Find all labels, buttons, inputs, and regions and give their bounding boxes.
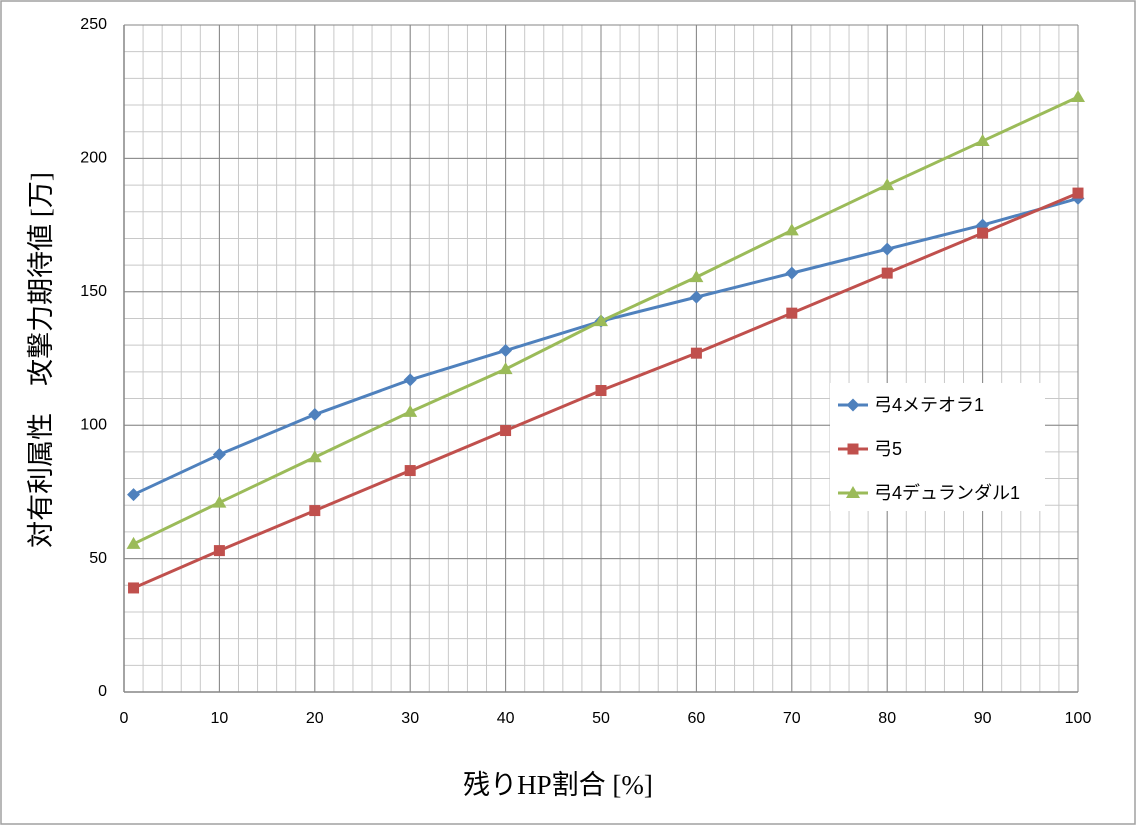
marker bbox=[1071, 90, 1085, 103]
marker bbox=[212, 448, 226, 462]
marker bbox=[213, 545, 225, 557]
marker bbox=[308, 408, 322, 422]
marker bbox=[880, 242, 894, 256]
x-tick-label: 70 bbox=[783, 710, 801, 727]
marker bbox=[128, 582, 140, 594]
marker bbox=[403, 373, 417, 387]
marker bbox=[847, 443, 859, 455]
marker bbox=[689, 290, 703, 304]
y-axis-title: 対有利属性 攻撃力期待値 [万] bbox=[26, 172, 56, 548]
marker bbox=[307, 450, 322, 463]
marker bbox=[880, 178, 895, 191]
marker bbox=[126, 536, 141, 549]
y-tick-label: 150 bbox=[80, 283, 107, 300]
x-tick-label: 100 bbox=[1065, 710, 1092, 727]
marker bbox=[846, 398, 860, 412]
marker bbox=[977, 227, 989, 239]
marker bbox=[500, 425, 512, 437]
marker bbox=[975, 134, 990, 147]
marker bbox=[690, 347, 702, 359]
marker bbox=[785, 266, 799, 280]
x-tick-label: 0 bbox=[120, 710, 129, 727]
legend-label: 弓5 bbox=[874, 439, 902, 459]
marker bbox=[689, 270, 704, 283]
marker bbox=[846, 486, 860, 498]
legend: 弓4メテオラ1 弓5 弓4デュランダル1 bbox=[830, 383, 1045, 511]
y-tick-label: 0 bbox=[98, 683, 107, 700]
x-tick-label: 30 bbox=[401, 710, 419, 727]
legend-label: 弓4メテオラ1 bbox=[874, 395, 984, 415]
marker bbox=[499, 343, 513, 357]
y-tick-label: 100 bbox=[80, 416, 107, 433]
y-tick-label: 200 bbox=[80, 150, 107, 167]
marker bbox=[784, 223, 799, 236]
marker bbox=[309, 505, 321, 517]
legend-label: 弓4デュランダル1 bbox=[874, 483, 1020, 503]
x-tick-label: 50 bbox=[592, 710, 610, 727]
marker bbox=[786, 307, 798, 319]
y-tick-label: 250 bbox=[80, 16, 107, 33]
marker bbox=[881, 267, 893, 279]
x-tick-label: 90 bbox=[974, 710, 992, 727]
y-tick-label: 50 bbox=[89, 550, 107, 567]
marker bbox=[594, 314, 608, 327]
x-tick-label: 10 bbox=[211, 710, 229, 727]
marker bbox=[404, 465, 416, 477]
x-tick-label: 60 bbox=[688, 710, 706, 727]
marker bbox=[1072, 187, 1084, 199]
x-tick-label: 20 bbox=[306, 710, 324, 727]
x-tick-label: 80 bbox=[878, 710, 896, 727]
marker bbox=[212, 495, 227, 508]
marker bbox=[403, 404, 418, 417]
marker bbox=[127, 488, 141, 502]
marker bbox=[595, 385, 607, 397]
marker bbox=[498, 362, 513, 375]
x-tick-label: 40 bbox=[497, 710, 515, 727]
x-axis-title: 残りHP割合 [%] bbox=[463, 770, 653, 800]
